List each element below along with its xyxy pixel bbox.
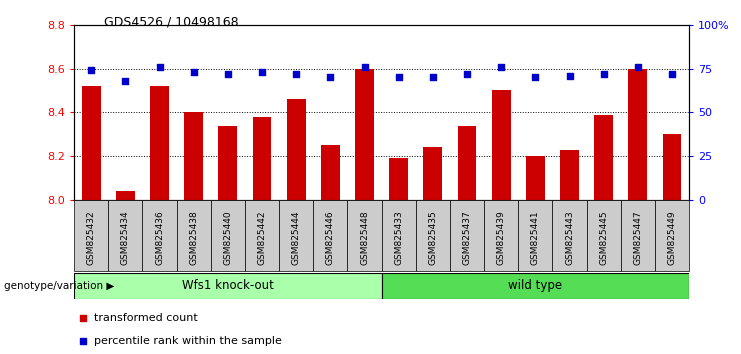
- Bar: [450, 200, 484, 271]
- Text: GSM825434: GSM825434: [121, 211, 130, 265]
- Bar: [150, 86, 169, 200]
- Bar: [560, 150, 579, 200]
- Bar: [116, 191, 135, 200]
- Text: GSM825443: GSM825443: [565, 211, 574, 265]
- Point: [495, 64, 507, 70]
- Bar: [74, 200, 108, 271]
- Point: [119, 78, 131, 84]
- Bar: [621, 200, 655, 271]
- Text: GSM825441: GSM825441: [531, 211, 540, 265]
- Text: GSM825439: GSM825439: [496, 211, 505, 266]
- Bar: [348, 200, 382, 271]
- Point: [256, 69, 268, 75]
- Point: [371, 241, 383, 247]
- Bar: [219, 126, 237, 200]
- Point: [632, 64, 644, 70]
- Text: genotype/variation ▶: genotype/variation ▶: [4, 281, 114, 291]
- Text: GSM825433: GSM825433: [394, 211, 403, 266]
- Bar: [587, 200, 621, 271]
- Bar: [74, 273, 382, 299]
- Text: Wfs1 knock-out: Wfs1 knock-out: [182, 279, 273, 292]
- Bar: [313, 200, 348, 271]
- Text: GSM825432: GSM825432: [87, 211, 96, 265]
- Point: [290, 71, 302, 77]
- Point: [529, 75, 541, 80]
- Bar: [594, 115, 613, 200]
- Bar: [287, 99, 305, 200]
- Point: [393, 75, 405, 80]
- Point: [598, 71, 610, 77]
- Bar: [382, 200, 416, 271]
- Bar: [416, 200, 450, 271]
- Bar: [526, 156, 545, 200]
- Bar: [382, 273, 689, 299]
- Point: [666, 71, 678, 77]
- Point: [427, 75, 439, 80]
- Point: [85, 68, 97, 73]
- Text: GSM825436: GSM825436: [155, 211, 164, 266]
- Bar: [355, 69, 374, 200]
- Bar: [484, 200, 518, 271]
- Bar: [245, 200, 279, 271]
- Text: GDS4526 / 10498168: GDS4526 / 10498168: [104, 16, 239, 29]
- Bar: [492, 91, 511, 200]
- Bar: [458, 126, 476, 200]
- Point: [325, 75, 336, 80]
- Text: GSM825440: GSM825440: [223, 211, 233, 265]
- Bar: [253, 117, 271, 200]
- Text: GSM825446: GSM825446: [326, 211, 335, 265]
- Bar: [185, 113, 203, 200]
- Text: GSM825445: GSM825445: [599, 211, 608, 265]
- Bar: [142, 200, 176, 271]
- Bar: [108, 200, 142, 271]
- Point: [187, 69, 199, 75]
- Point: [153, 64, 165, 70]
- Bar: [518, 200, 553, 271]
- Bar: [662, 134, 682, 200]
- Text: GSM825437: GSM825437: [462, 211, 471, 266]
- Text: GSM825448: GSM825448: [360, 211, 369, 265]
- Bar: [553, 200, 587, 271]
- Bar: [628, 69, 648, 200]
- Text: percentile rank within the sample: percentile rank within the sample: [94, 336, 282, 346]
- Point: [564, 73, 576, 79]
- Point: [371, 32, 383, 38]
- Bar: [82, 86, 101, 200]
- Text: GSM825438: GSM825438: [189, 211, 198, 266]
- Bar: [210, 200, 245, 271]
- Bar: [321, 145, 340, 200]
- Bar: [279, 200, 313, 271]
- Text: GSM825442: GSM825442: [258, 211, 267, 265]
- Bar: [655, 200, 689, 271]
- Text: GSM825435: GSM825435: [428, 211, 437, 266]
- Text: GSM825444: GSM825444: [292, 211, 301, 265]
- Bar: [423, 147, 442, 200]
- Bar: [389, 158, 408, 200]
- Point: [222, 71, 234, 77]
- Point: [359, 64, 370, 70]
- Text: transformed count: transformed count: [94, 313, 198, 323]
- Text: GSM825449: GSM825449: [668, 211, 677, 265]
- Text: GSM825447: GSM825447: [634, 211, 642, 265]
- Point: [461, 71, 473, 77]
- Bar: [176, 200, 210, 271]
- Text: wild type: wild type: [508, 279, 562, 292]
